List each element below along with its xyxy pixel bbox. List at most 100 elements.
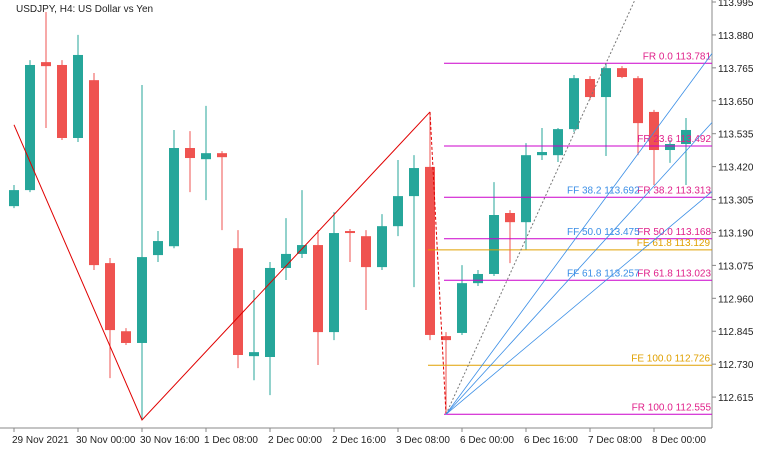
fan-line bbox=[445, 191, 713, 415]
x-tick-label: 3 Dec 08:00 bbox=[396, 435, 450, 446]
candle-body bbox=[153, 241, 163, 256]
fan-label-name: FF 38.2 bbox=[567, 185, 602, 196]
candle-body bbox=[457, 283, 467, 333]
candle-body bbox=[265, 267, 275, 358]
x-tick-label: 7 Dec 08:00 bbox=[588, 435, 642, 446]
candle-body bbox=[345, 231, 355, 234]
candle-body bbox=[473, 273, 483, 284]
candle-body bbox=[505, 212, 515, 223]
fan-label-value: 113.692 bbox=[604, 185, 640, 196]
candle-body bbox=[217, 153, 227, 158]
candle-body bbox=[569, 78, 579, 130]
expansion-label-value: 112.726 bbox=[675, 353, 711, 364]
candle-body bbox=[585, 79, 595, 98]
candle-body bbox=[537, 152, 547, 156]
fan-label-value: 113.257 bbox=[604, 268, 640, 279]
candle-body bbox=[521, 155, 531, 223]
candle-body bbox=[185, 148, 195, 159]
fan-label: FF 50.0 113.475 bbox=[567, 227, 640, 238]
candle-body bbox=[89, 80, 99, 266]
zigzag-line bbox=[13, 111, 431, 421]
retracement-label: FR 38.2 113.313 bbox=[637, 185, 711, 196]
candle-body bbox=[169, 148, 179, 247]
y-tick-label: 113.995 bbox=[718, 0, 754, 9]
retracement-label: FR 23.6 113.492 bbox=[637, 134, 711, 145]
candle-body bbox=[617, 68, 627, 78]
candle-body bbox=[281, 253, 291, 268]
retracement-label-name: FR 100.0 bbox=[632, 402, 674, 413]
chart-title: USDJPY, H4: US Dollar vs Yen bbox=[16, 4, 153, 15]
y-tick-label: 113.075 bbox=[718, 261, 754, 272]
y-tick-label: 113.765 bbox=[718, 64, 754, 75]
x-tick-label: 6 Dec 16:00 bbox=[524, 435, 578, 446]
retracement-label-value: 113.023 bbox=[676, 268, 712, 279]
candle-body bbox=[601, 68, 611, 98]
x-tick-label: 30 Nov 16:00 bbox=[140, 435, 200, 446]
y-tick-label: 113.880 bbox=[718, 31, 754, 42]
y-tick-label: 112.615 bbox=[718, 393, 754, 404]
candle-body bbox=[361, 236, 371, 268]
fan-label-name: FF 61.8 bbox=[567, 268, 602, 279]
retracement-label: FR 50.0 113.168 bbox=[637, 227, 711, 238]
y-tick-label: 113.420 bbox=[718, 163, 754, 174]
candle-body bbox=[41, 62, 51, 67]
x-tick-label: 1 Dec 08:00 bbox=[204, 435, 258, 446]
retracement-label-name: FR 38.2 bbox=[637, 185, 673, 196]
x-tick-label: 2 Dec 00:00 bbox=[268, 435, 322, 446]
fan-label: FF 61.8 113.257 bbox=[567, 268, 640, 279]
candle-body bbox=[377, 226, 387, 268]
y-tick-label: 113.305 bbox=[718, 196, 754, 207]
fan-line bbox=[445, 53, 713, 415]
candle-body bbox=[393, 196, 403, 227]
candle-body bbox=[409, 168, 419, 197]
retracement-label-name: FR 23.6 bbox=[637, 134, 673, 145]
candle-body bbox=[329, 233, 339, 333]
candle-body bbox=[633, 78, 643, 124]
expansion-label: FE 100.0 112.726 bbox=[631, 353, 710, 364]
candle-body bbox=[441, 336, 451, 341]
retracement-label-value: 113.781 bbox=[676, 51, 712, 62]
fan-label: FF 38.2 113.692 bbox=[567, 185, 640, 196]
retracement-label-name: FR 61.8 bbox=[637, 268, 673, 279]
candle-body bbox=[105, 263, 115, 331]
candle-body bbox=[9, 190, 19, 207]
candle-body bbox=[249, 352, 259, 357]
expansion-label-name: FE 61.8 bbox=[637, 238, 672, 249]
retracement-label-value: 113.168 bbox=[676, 227, 712, 238]
candle-body bbox=[425, 166, 435, 335]
x-tick-label: 29 Nov 2021 bbox=[12, 435, 69, 446]
candle-body bbox=[681, 129, 691, 145]
candle-body bbox=[489, 215, 499, 274]
candle-body bbox=[201, 153, 211, 160]
candle-body bbox=[121, 331, 131, 343]
retracement-label: FR 100.0 112.555 bbox=[632, 402, 712, 413]
fan-label-value: 113.475 bbox=[604, 227, 640, 238]
y-tick-label: 112.730 bbox=[718, 360, 754, 371]
y-tick-label: 113.535 bbox=[718, 130, 754, 141]
x-tick-label: 30 Nov 00:00 bbox=[76, 435, 136, 446]
candle-body bbox=[665, 144, 675, 151]
x-tick-label: 6 Dec 00:00 bbox=[460, 435, 514, 446]
zigzag-line bbox=[429, 111, 447, 415]
candle-body bbox=[137, 257, 147, 343]
expansion-label-name: FE 100.0 bbox=[631, 353, 672, 364]
fan-base-line bbox=[445, 0, 636, 415]
y-tick-label: 112.960 bbox=[718, 294, 754, 305]
retracement-label: FR 61.8 113.023 bbox=[637, 268, 711, 279]
candle-body bbox=[553, 129, 563, 156]
candle-body bbox=[25, 64, 35, 191]
retracement-label: FR 0.0 113.781 bbox=[643, 51, 712, 62]
expansion-label-value: 113.129 bbox=[675, 238, 711, 249]
x-tick-label: 8 Dec 00:00 bbox=[652, 435, 706, 446]
expansion-label: FE 61.8 113.129 bbox=[637, 238, 711, 249]
retracement-label-value: 113.492 bbox=[676, 134, 712, 145]
retracement-label-value: 113.313 bbox=[676, 185, 712, 196]
candle-body bbox=[233, 248, 243, 355]
y-tick-label: 113.650 bbox=[718, 97, 754, 108]
candle-body bbox=[649, 111, 659, 151]
candle-body bbox=[313, 245, 323, 333]
candle-body bbox=[57, 64, 67, 138]
retracement-label-name: FR 0.0 bbox=[643, 51, 673, 62]
